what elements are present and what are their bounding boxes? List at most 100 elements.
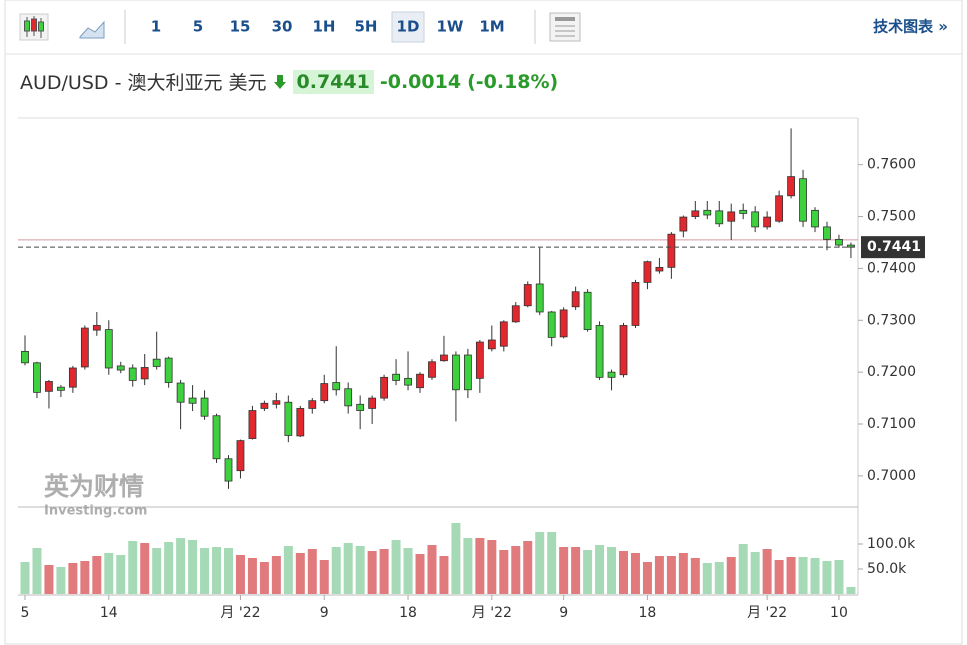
- candle-body: [631, 282, 640, 326]
- volume-bar: [666, 556, 676, 594]
- x-tick-label: 月 '22: [747, 605, 787, 621]
- frame: [4, 0, 963, 645]
- candle-body: [80, 327, 89, 368]
- volume-bar: [68, 563, 78, 594]
- volume-bar: [152, 548, 162, 594]
- interval-button[interactable]: 1M: [479, 18, 504, 36]
- y-tick-label: 0.7500: [867, 209, 916, 225]
- y-tick-label: 0.7600: [867, 157, 916, 173]
- candle-body: [224, 458, 233, 482]
- candle-body: [284, 401, 293, 436]
- interval-button[interactable]: 15: [230, 18, 251, 36]
- volume-bar: [247, 558, 257, 594]
- candle-body: [559, 309, 568, 338]
- volume-bar: [487, 540, 497, 594]
- x-tick-label: 5: [21, 605, 30, 621]
- candle-body: [272, 400, 281, 405]
- candle-body: [128, 367, 137, 381]
- candle-body: [715, 210, 724, 225]
- volume-bar: [463, 538, 473, 594]
- volume-bar: [271, 556, 281, 594]
- interval-button[interactable]: 5: [193, 18, 203, 36]
- volume-bar: [547, 532, 557, 594]
- volume-bar: [750, 552, 760, 594]
- selected-interval: [391, 11, 425, 43]
- x-tick-label: 9: [320, 605, 329, 621]
- candle-body: [452, 354, 460, 391]
- interval-button[interactable]: 1H: [313, 18, 336, 36]
- symbol: AUD/USD - 澳大利亚元 美元: [20, 72, 267, 94]
- volume-bar: [403, 548, 413, 594]
- volume-bar: [319, 560, 329, 594]
- candle-body: [739, 209, 748, 214]
- interval-button[interactable]: 1D: [397, 18, 420, 36]
- candle-body: [751, 211, 760, 228]
- volume-bar: [571, 547, 581, 594]
- volume-bar: [834, 560, 844, 594]
- x-tick-label: 14: [100, 605, 118, 621]
- candle-body: [368, 397, 377, 409]
- volume-bar: [415, 554, 425, 594]
- watermark-brand: 英为财情: [44, 472, 144, 501]
- candle-body: [152, 358, 161, 367]
- tech-chart-link[interactable]: 技术图表 »: [873, 18, 948, 36]
- volume-bar: [475, 538, 485, 594]
- watermark-sub: Investing.com: [44, 504, 147, 519]
- change-pct: (-0.18%): [467, 70, 559, 93]
- volume-bar: [774, 560, 784, 594]
- candle-body: [344, 388, 353, 407]
- volume-bar: [535, 532, 545, 594]
- volume-bar: [92, 556, 102, 594]
- interval-button[interactable]: 1W: [437, 18, 464, 36]
- candle-body: [440, 354, 448, 362]
- candle-body: [595, 325, 604, 378]
- candle-body: [691, 210, 700, 217]
- candle-body: [260, 402, 269, 409]
- volume-bar: [523, 541, 533, 594]
- table-icon[interactable]: [549, 12, 581, 42]
- candle-body: [523, 284, 532, 307]
- volume-bar: [714, 562, 724, 594]
- candle-body: [380, 376, 389, 399]
- candle-body: [547, 311, 556, 338]
- volume-bar: [427, 545, 437, 594]
- candle-body: [236, 440, 245, 472]
- candle-body: [140, 367, 149, 380]
- candle-body: [104, 329, 113, 369]
- volume-bar: [798, 557, 808, 594]
- volume-bar: [642, 562, 652, 594]
- interval-button[interactable]: 30: [272, 18, 293, 36]
- volume-bar: [283, 546, 293, 594]
- candle-body: [404, 377, 412, 386]
- interval-button[interactable]: 1: [151, 18, 161, 36]
- candle-body: [835, 238, 843, 246]
- volume-bar: [164, 542, 174, 594]
- candle-body: [667, 233, 676, 268]
- volume-bar: [188, 540, 198, 594]
- candle-body: [296, 408, 305, 437]
- volume-bar: [391, 540, 401, 594]
- candle-icon[interactable]: [19, 13, 49, 41]
- volume-bar: [104, 553, 114, 594]
- last-price-box: [861, 236, 925, 259]
- y-tick-label: 0.7000: [867, 468, 916, 484]
- candle-body: [535, 283, 544, 313]
- candle-body: [607, 371, 616, 378]
- candle-body: [787, 176, 795, 197]
- candle-body: [416, 373, 424, 389]
- candle-body: [248, 410, 257, 439]
- volume-bar: [295, 553, 305, 594]
- volume-bar: [212, 547, 222, 594]
- volume-bar: [499, 550, 509, 594]
- line-icon[interactable]: [79, 20, 105, 39]
- volume-bar: [128, 541, 138, 594]
- interval-button[interactable]: 5H: [355, 18, 378, 36]
- candle-body: [799, 178, 807, 222]
- x-tick-label: 月 '22: [472, 605, 512, 621]
- volume-bar: [846, 587, 856, 594]
- volume-bar: [583, 550, 593, 594]
- candle-body: [487, 339, 496, 350]
- y-tick-label: 0.7100: [867, 416, 916, 432]
